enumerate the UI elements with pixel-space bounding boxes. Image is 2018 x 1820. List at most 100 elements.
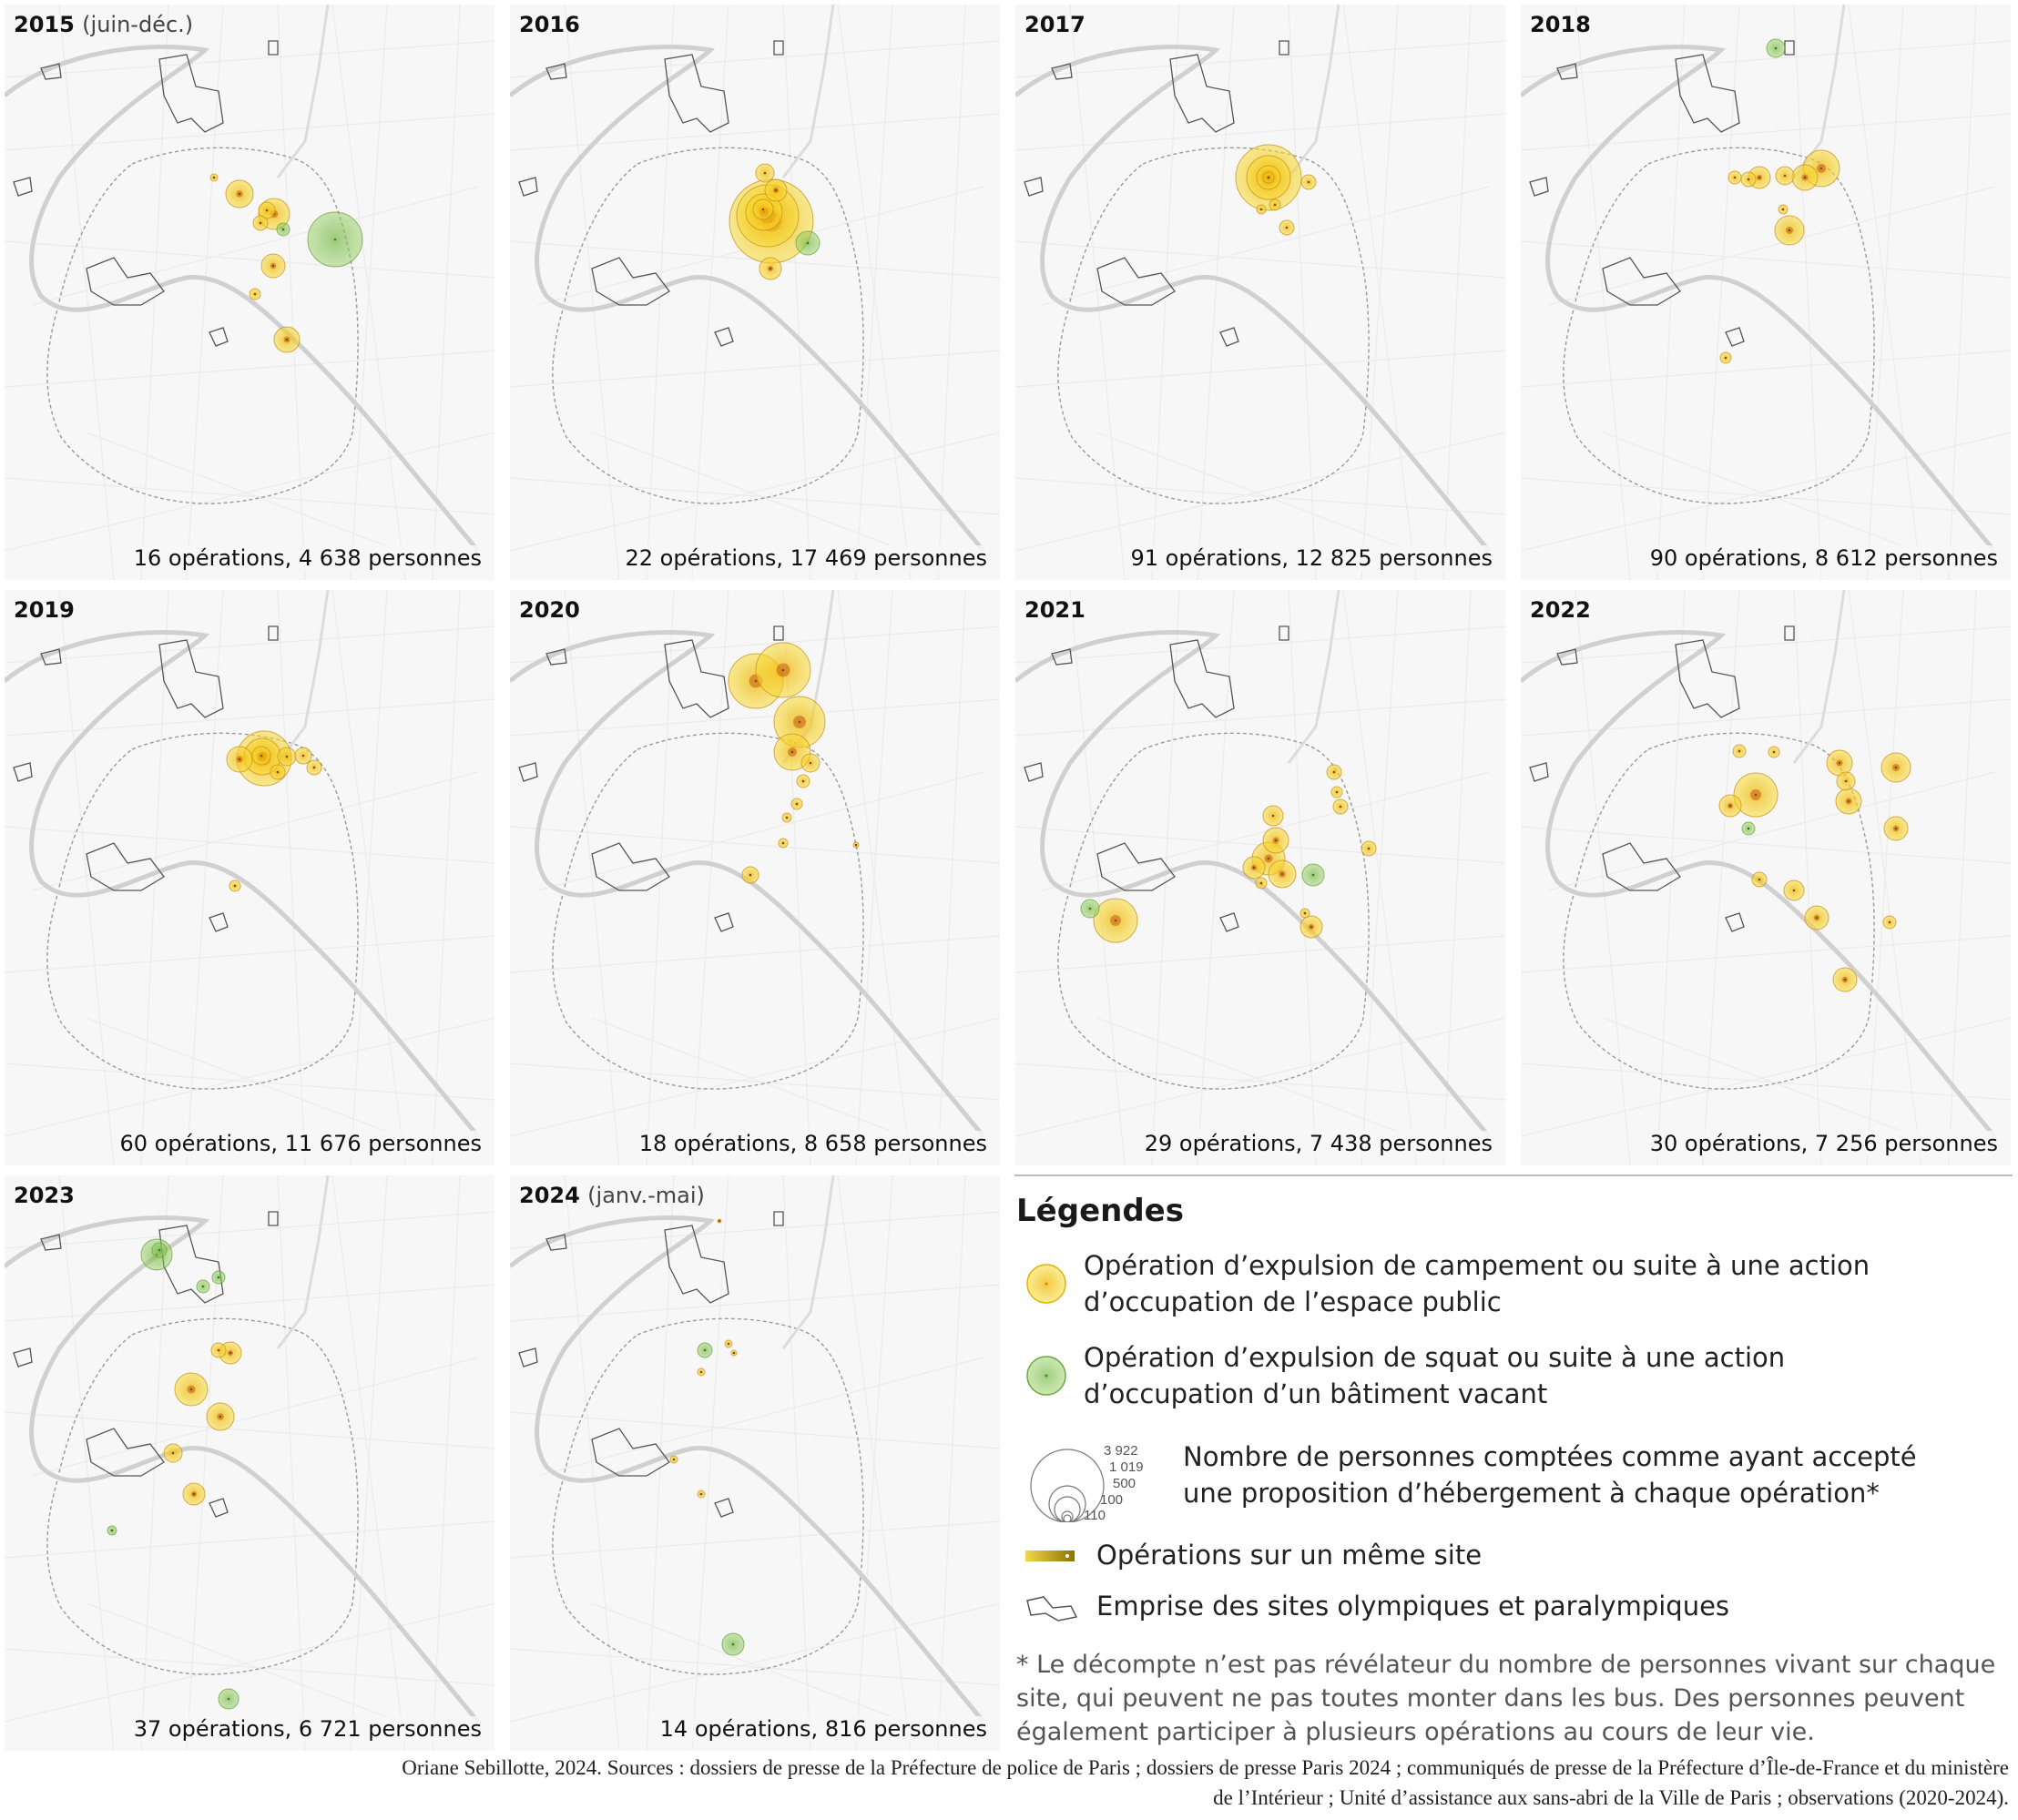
operation-center-dot: [672, 1458, 676, 1461]
operation-center-dot: [1310, 925, 1313, 929]
map-panel-2017: 2017 91 opérations, 12 825 personnes: [1015, 5, 1505, 580]
operation-center-dot: [227, 1697, 230, 1701]
operation-center-dot: [1803, 176, 1807, 179]
legend-olympic-label: Emprise des sites olympiques et paralymp…: [1096, 1591, 1730, 1622]
operation-center-dot: [774, 188, 778, 192]
panel-year: 2019: [14, 597, 75, 623]
operation-center-dot: [1815, 916, 1819, 920]
operation-center-dot: [1311, 873, 1315, 877]
camp-symbol-icon: [1026, 1264, 1066, 1304]
operation-center-dot: [1280, 872, 1284, 876]
operation-center-dot: [1307, 180, 1310, 184]
panel-year: 2022: [1530, 597, 1591, 623]
operation-center-dot: [238, 757, 241, 761]
operation-center-dot: [1114, 919, 1117, 922]
operation-center-dot: [727, 1342, 730, 1346]
operation-center-dot: [219, 1415, 222, 1418]
operation-center-dot: [1783, 174, 1787, 178]
operation-center-dot: [1728, 804, 1732, 808]
operation-center-dot: [1733, 176, 1737, 179]
operation-center-dot: [212, 176, 216, 179]
operation-center-dot: [1758, 878, 1761, 881]
panel-stats: 29 opérations, 7 438 personnes: [1142, 1131, 1494, 1156]
operation-center-dot: [718, 1219, 721, 1223]
map-panel-2020: 2020 18 opérations, 8 658 personnes: [510, 590, 1000, 1165]
map-2015: [5, 5, 494, 580]
operation-center-dot: [192, 1492, 196, 1496]
operation-center-dot: [1788, 229, 1791, 232]
size-value: 3 922: [1104, 1443, 1138, 1459]
map-2021: [1015, 590, 1505, 1165]
legend-size-label: Nombre de personnes comptées comme ayant…: [1183, 1441, 1917, 1509]
size-scale-icon: 3 922 1 019 500 100 110: [1030, 1443, 1144, 1522]
operation-center-dot: [1271, 814, 1275, 818]
map-panel-2016: 2016 22 opérations, 17 469 personnes: [510, 5, 1000, 580]
operation-center-dot: [781, 668, 785, 672]
operation-center-dot: [763, 171, 767, 175]
operation-center-dot: [1774, 46, 1778, 50]
operation-center-dot: [271, 264, 275, 268]
operation-center-dot: [1819, 167, 1823, 170]
operation-center-dot: [285, 338, 289, 341]
operation-center-dot: [703, 1348, 707, 1352]
operation-center-dot: [276, 770, 280, 774]
source-line: Oriane Sebillotte, 2024. Sources : dossi…: [402, 1756, 2009, 1779]
operation-center-dot: [158, 1248, 161, 1252]
map-2019: [5, 590, 494, 1165]
operation-center-dot: [1792, 889, 1796, 892]
operation-center-dot: [1367, 847, 1371, 850]
operation-center-dot: [171, 1451, 175, 1455]
panel-stats: 22 opérations, 17 469 personnes: [623, 545, 989, 571]
panel-year: 2015 (juin-déc.): [14, 12, 194, 37]
operation-center-dot: [785, 816, 789, 819]
operation-center-dot: [754, 679, 758, 683]
operation-center-dot: [301, 754, 305, 757]
operation-center-dot: [1838, 761, 1841, 765]
operation-center-dot: [312, 766, 316, 769]
operation-center-dot: [259, 221, 262, 225]
operation-center-dot: [1339, 805, 1342, 808]
operation-center-dot: [1259, 881, 1263, 885]
operation-center-dot: [769, 267, 772, 270]
operation-center-dot: [731, 1642, 735, 1646]
map-panel-2015: 2015 (juin-déc.) 16 opérations, 4 638 pe…: [5, 5, 494, 580]
panel-year: 2018: [1530, 12, 1591, 37]
panel-stats: 14 opérations, 816 personnes: [657, 1716, 989, 1742]
panel-year: 2020: [519, 597, 580, 623]
panel-stats: 90 opérations, 8 612 personnes: [1647, 545, 2000, 571]
operation-center-dot: [201, 1285, 205, 1288]
operation-center-dot: [1843, 978, 1847, 981]
same-site-icon: [1025, 1551, 1075, 1561]
panel-year: 2021: [1024, 597, 1085, 623]
operation-center-dot: [1335, 790, 1339, 794]
legend-squat-label: Opération d’expulsion de squat ou suite …: [1084, 1342, 1786, 1409]
operation-center-dot: [732, 1351, 736, 1355]
map-2024: [510, 1175, 1000, 1751]
map-panel-2019: 2019 60 opérations, 11 676 personnes: [5, 590, 494, 1165]
size-value: 100: [1100, 1492, 1123, 1508]
operation-center-dot: [761, 208, 765, 211]
operation-center-dot: [781, 841, 785, 845]
operation-center-dot: [854, 843, 858, 847]
map-2022: [1521, 590, 2011, 1165]
operation-center-dot: [217, 1348, 220, 1352]
panel-year: 2016: [519, 12, 580, 37]
operation-center-dot: [1267, 176, 1270, 179]
operation-center-dot: [1772, 750, 1776, 754]
panel-stats: 91 opérations, 12 825 personnes: [1128, 545, 1494, 571]
operation-center-dot: [1332, 770, 1336, 774]
operation-center-dot: [285, 755, 289, 758]
operation-center-dot: [1747, 178, 1750, 181]
source-credit: Oriane Sebillotte, 2024. Sources : dossi…: [5, 1753, 2009, 1813]
legend-title: Légendes: [1016, 1193, 1184, 1229]
size-value: 500: [1113, 1476, 1136, 1491]
map-panel-2021: 2021 29 opérations, 7 438 personnes: [1015, 590, 1505, 1165]
operation-center-dot: [1724, 356, 1728, 360]
operation-center-dot: [1894, 766, 1898, 769]
operation-center-dot: [801, 779, 805, 783]
size-value: 1 019: [1109, 1459, 1144, 1475]
operation-center-dot: [1758, 176, 1761, 179]
map-2018: [1521, 5, 2011, 580]
operation-center-dot: [1259, 208, 1263, 211]
operation-center-dot: [1844, 779, 1848, 783]
